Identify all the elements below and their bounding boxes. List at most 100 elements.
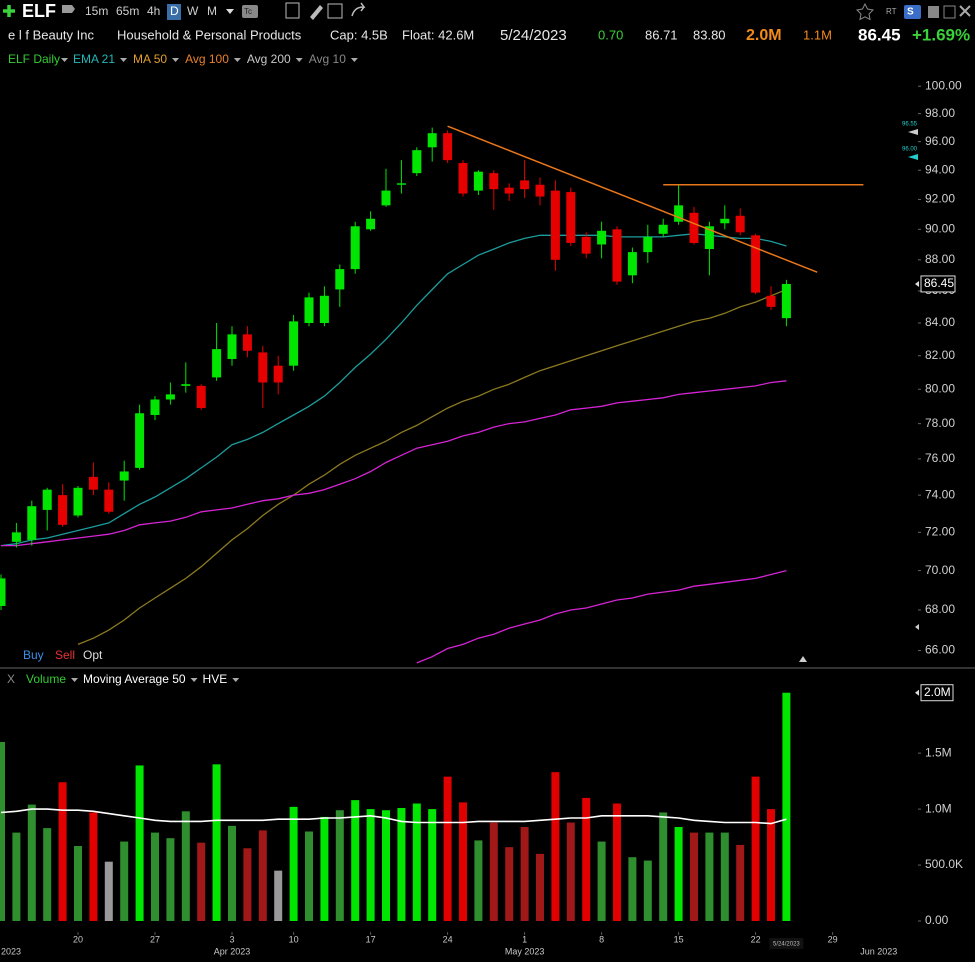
tag-icon[interactable] (62, 5, 75, 13)
dropdown-icon[interactable] (226, 9, 234, 14)
y-tick-label: 0.00 (925, 913, 949, 927)
volume-tag-label: 2.0M (924, 685, 951, 699)
x-month-label: Jun 2023 (860, 946, 897, 956)
dropdown-caret[interactable] (233, 58, 241, 62)
redo-icon[interactable] (351, 2, 366, 17)
dropdown-caret[interactable] (120, 58, 128, 62)
chart-title[interactable]: ELF Daily (8, 52, 60, 66)
interval[interactable]: 4h (147, 4, 160, 18)
y-tick-label: 94.00 (925, 162, 955, 176)
dropdown-caret[interactable] (71, 678, 79, 682)
add-icon[interactable] (3, 5, 15, 17)
candle-body (597, 230, 607, 245)
volume-bar (243, 848, 252, 921)
star-icon[interactable] (855, 2, 875, 21)
candle-body (366, 218, 376, 230)
candle-body (396, 183, 406, 185)
volume-bar (43, 828, 52, 921)
interval[interactable]: W (187, 4, 199, 18)
x-tick-label: 10 (289, 934, 299, 944)
volume-pane (0, 692, 791, 921)
interval[interactable]: M (207, 4, 217, 18)
legend-entry[interactable]: HVE (203, 672, 228, 686)
candle-body (304, 297, 314, 323)
volume-bar (505, 847, 514, 921)
volume-legend: X Volume Moving Average 50 HVE (7, 672, 240, 686)
candle-body (412, 150, 422, 174)
y-tick-label: 98.00 (925, 106, 955, 120)
volume-bar (135, 765, 144, 921)
close-pane[interactable]: X (7, 672, 15, 686)
candle-body (88, 476, 98, 490)
x-tick-label: 3 (229, 934, 234, 944)
legend-entry-inactive[interactable]: Avg 10 (309, 52, 346, 66)
candle-body (104, 489, 114, 512)
candle-body (196, 385, 206, 409)
tool-box (242, 5, 258, 18)
y-tick-label: 70.00 (925, 563, 955, 577)
candle-body (473, 171, 483, 191)
volume-bar (181, 811, 190, 921)
candle-body (627, 252, 637, 276)
industry: Household & Personal Products (117, 27, 302, 42)
legend-entry[interactable]: MA 50 (133, 52, 167, 66)
candle-body (227, 334, 237, 360)
badge[interactable]: S (907, 7, 914, 18)
tool-label[interactable]: Tc (244, 7, 252, 16)
volume-bar (443, 776, 452, 921)
price-pane (0, 125, 864, 664)
x-tick-label: 29 (828, 934, 838, 944)
legend-entry[interactable]: Moving Average 50 (83, 672, 186, 686)
interval[interactable]: D (170, 4, 179, 18)
badge-bg (904, 5, 921, 19)
candle-body (58, 495, 68, 525)
symbol[interactable]: ELF (22, 1, 56, 21)
volume-bar (474, 840, 483, 921)
quote-last: 86.45 (858, 25, 901, 44)
legend-entry[interactable]: EMA 21 (73, 52, 115, 66)
close-icon[interactable] (959, 5, 971, 17)
share-icon[interactable] (327, 3, 343, 19)
candle-body (643, 236, 653, 253)
icon[interactable] (943, 5, 956, 19)
volume-bar (643, 860, 652, 921)
interval[interactable]: 65m (116, 4, 139, 18)
dropdown-caret[interactable] (172, 58, 180, 62)
sell-button[interactable]: Sell (55, 648, 75, 662)
last-price-label: 86.45 (924, 276, 954, 290)
pencil-icon[interactable] (310, 5, 323, 20)
y-tick-label: 84.00 (925, 315, 955, 329)
candle-body (751, 235, 761, 293)
icon[interactable] (928, 6, 939, 18)
volume-bar (212, 764, 221, 921)
marker-label: 96.00 (902, 147, 918, 153)
y-tick-label: 66.00 (925, 643, 955, 657)
y-tick-label: 500.0K (925, 857, 963, 871)
badge[interactable]: RT (886, 7, 897, 16)
quote-date: 5/24/2023 (500, 27, 567, 44)
dropdown-caret[interactable] (190, 678, 198, 682)
volume-bar (428, 809, 437, 921)
x-tick-label: 24 (443, 934, 453, 944)
buy-button[interactable]: Buy (23, 648, 44, 662)
interval[interactable]: 15m (85, 4, 108, 18)
grid-icon[interactable] (285, 2, 300, 19)
volume-bar (705, 832, 714, 921)
dropdown-caret[interactable] (350, 58, 358, 62)
volume-bar (613, 803, 621, 921)
volume-bar (27, 804, 36, 921)
y-tick-label: 74.00 (925, 487, 955, 501)
legend-entry[interactable]: Volume (26, 672, 66, 686)
dropdown-caret[interactable] (295, 58, 303, 62)
legend-entry[interactable]: Avg 100 (185, 52, 229, 66)
candle-body (42, 489, 52, 510)
volume-bar (12, 832, 21, 921)
options-button[interactable]: Opt (83, 648, 103, 662)
dropdown-caret[interactable] (61, 58, 68, 62)
legend-entry[interactable]: Avg 200 (247, 52, 291, 66)
quote-high: 86.71 (645, 27, 678, 42)
collapse-icon[interactable] (799, 656, 807, 662)
dropdown-caret[interactable] (232, 678, 240, 682)
candle-body (781, 283, 791, 319)
